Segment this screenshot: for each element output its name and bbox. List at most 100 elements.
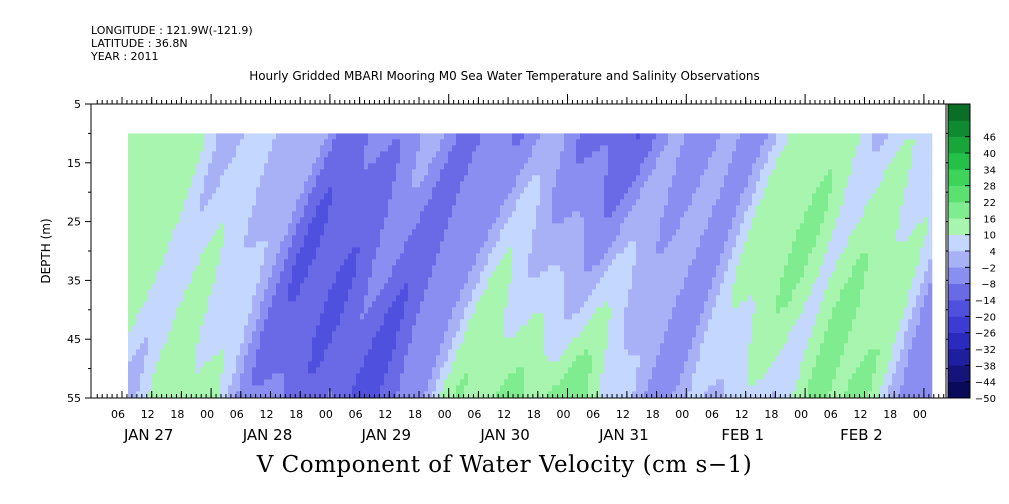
- heatmap-cell: [296, 283, 301, 290]
- heatmap-cell: [268, 295, 273, 302]
- heatmap-cell: [188, 331, 193, 338]
- heatmap-cell: [328, 271, 333, 278]
- heatmap-cell: [208, 217, 213, 224]
- heatmap-cell: [224, 337, 229, 344]
- heatmap-cell: [248, 133, 253, 140]
- heatmap-cell: [388, 349, 393, 356]
- heatmap-cell: [336, 241, 341, 248]
- heatmap-cell: [508, 139, 513, 146]
- heatmap-cell: [180, 301, 185, 308]
- heatmap-cell: [200, 151, 205, 158]
- heatmap-cell: [400, 259, 405, 266]
- heatmap-cell: [496, 385, 501, 392]
- heatmap-cell: [432, 229, 437, 236]
- heatmap-cell: [224, 295, 229, 302]
- heatmap-cell: [308, 163, 313, 170]
- heatmap-cell: [384, 229, 389, 236]
- heatmap-cell: [380, 175, 385, 182]
- heatmap-cell: [264, 361, 269, 368]
- heatmap-cell: [464, 265, 469, 272]
- heatmap-cell: [408, 175, 413, 182]
- heatmap-cell: [320, 229, 325, 236]
- heatmap-cell: [300, 325, 305, 332]
- heatmap-cell: [432, 277, 437, 284]
- heatmap-cell: [448, 307, 453, 314]
- heatmap-cell: [384, 337, 389, 344]
- heatmap-cell: [160, 343, 165, 350]
- heatmap-cell: [344, 361, 349, 368]
- heatmap-cell: [512, 193, 517, 200]
- heatmap-cell: [264, 151, 269, 158]
- heatmap-cell: [504, 325, 509, 332]
- heatmap-cell: [328, 151, 333, 158]
- heatmap-cell: [532, 253, 537, 260]
- heatmap-cell: [460, 307, 465, 314]
- heatmap-cell: [132, 205, 137, 212]
- heatmap-cell: [300, 241, 305, 248]
- heatmap-cell: [472, 373, 477, 380]
- heatmap-cell: [480, 295, 485, 302]
- heatmap-cell: [148, 289, 153, 296]
- heatmap-cell: [132, 181, 137, 188]
- heatmap-cell: [436, 295, 441, 302]
- heatmap-cell: [228, 391, 233, 398]
- heatmap-cell: [324, 265, 329, 272]
- heatmap-cell: [204, 157, 209, 164]
- heatmap-cell: [364, 379, 369, 386]
- heatmap-cell: [564, 259, 569, 266]
- heatmap-cell: [288, 367, 293, 374]
- heatmap-cell: [352, 355, 357, 362]
- heatmap-cell: [184, 139, 189, 146]
- heatmap-cell: [136, 241, 141, 248]
- heatmap-cell: [144, 199, 149, 206]
- heatmap-cell: [284, 151, 289, 158]
- heatmap-cell: [248, 253, 253, 260]
- heatmap-cell: [556, 259, 561, 266]
- heatmap-cell: [216, 295, 221, 302]
- heatmap-cell: [136, 373, 141, 380]
- heatmap-cell: [448, 235, 453, 242]
- heatmap-cell: [180, 307, 185, 314]
- heatmap-cell: [480, 133, 485, 140]
- heatmap-cell: [240, 343, 245, 350]
- heatmap-cell: [212, 253, 217, 260]
- heatmap-cell: [268, 379, 273, 386]
- heatmap-cell: [404, 283, 409, 290]
- heatmap-cell: [284, 271, 289, 278]
- heatmap-cell: [384, 199, 389, 206]
- heatmap-cell: [188, 349, 193, 356]
- heatmap-cell: [196, 247, 201, 254]
- heatmap-cell: [420, 337, 425, 344]
- heatmap-cell: [360, 349, 365, 356]
- heatmap-cell: [440, 157, 445, 164]
- heatmap-cell: [448, 367, 453, 374]
- heatmap-cell: [328, 283, 333, 290]
- heatmap-cell: [348, 325, 353, 332]
- heatmap-cell: [316, 253, 321, 260]
- heatmap-cell: [292, 271, 297, 278]
- heatmap-cell: [492, 163, 497, 170]
- heatmap-cell: [344, 223, 349, 230]
- heatmap-cell: [160, 175, 165, 182]
- heatmap-cell: [452, 367, 457, 374]
- heatmap-cell: [208, 331, 213, 338]
- heatmap-cell: [300, 367, 305, 374]
- heatmap-cell: [208, 169, 213, 176]
- heatmap-cell: [164, 169, 169, 176]
- heatmap-cell: [456, 373, 461, 380]
- heatmap-cell: [568, 391, 573, 398]
- heatmap-cell: [276, 355, 281, 362]
- heatmap-cell: [276, 361, 281, 368]
- heatmap-cell: [164, 139, 169, 146]
- heatmap-cell: [564, 199, 569, 206]
- heatmap-cell: [460, 325, 465, 332]
- heatmap-cell: [532, 175, 537, 182]
- heatmap-cell: [340, 241, 345, 248]
- heatmap-cell: [420, 247, 425, 254]
- heatmap-cell: [208, 253, 213, 260]
- heatmap-cell: [164, 187, 169, 194]
- heatmap-cell: [396, 235, 401, 242]
- heatmap-cell: [520, 139, 525, 146]
- heatmap-cell: [376, 379, 381, 386]
- heatmap-cell: [224, 271, 229, 278]
